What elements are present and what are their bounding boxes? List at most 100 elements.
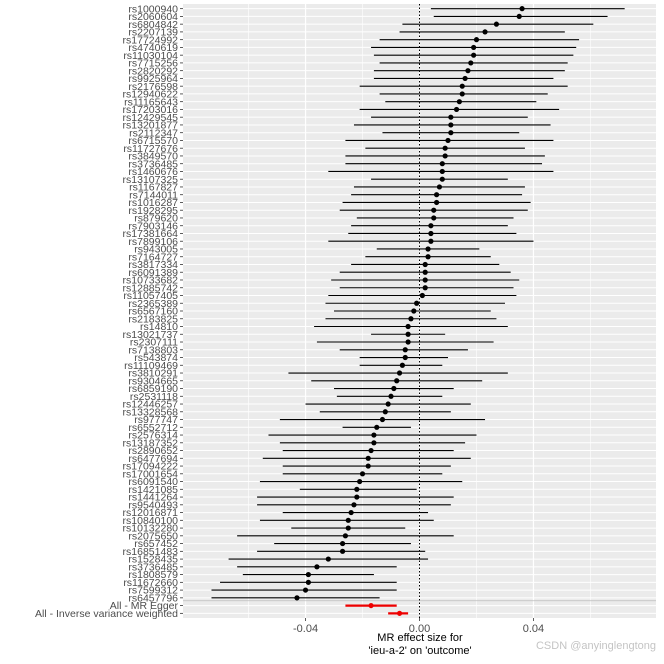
- effect-point-69: [339, 540, 346, 547]
- effect-point-66: [345, 517, 351, 523]
- effect-point-72: [314, 564, 320, 570]
- effect-point-11: [459, 91, 465, 97]
- y-tick-label-70: rs16851483: [123, 546, 179, 558]
- y-tick-label-66: rs10840100: [123, 515, 179, 527]
- effect-point-49: [391, 385, 397, 392]
- y-tick-label-1: rs2060604: [128, 11, 178, 23]
- y-tick-label-16: rs2112347: [129, 127, 178, 139]
- effect-point-2: [493, 21, 500, 27]
- effect-point-18: [442, 145, 448, 151]
- effect-point-24: [433, 192, 440, 198]
- y-tick-label-40: rs2183825: [128, 313, 178, 325]
- y-tick-label-29: rs17381664: [123, 228, 179, 240]
- y-tick-label-76: rs6457796: [128, 592, 178, 604]
- x-tick-label-2: 0.04: [523, 623, 544, 635]
- effect-point-76: [294, 595, 300, 601]
- effect-point-31: [425, 246, 431, 252]
- y-tick-label-57: rs2890652: [128, 445, 178, 457]
- effect-point-65: [348, 509, 354, 516]
- y-tick-label-38: rs2365389: [128, 298, 178, 310]
- y-tick-label-34: rs6091389: [128, 267, 178, 279]
- effect-point-13: [453, 106, 460, 113]
- effect-point-20: [439, 161, 445, 167]
- y-tick-label-68: rs2075650: [128, 530, 178, 542]
- effect-point-52: [382, 409, 388, 415]
- y-tick-label-30: rs7899106: [128, 236, 178, 248]
- reference-line: [183, 4, 656, 618]
- y-tick-label-23: rs1167827: [129, 182, 178, 194]
- effect-point-22: [439, 176, 445, 182]
- y-tick-label-31: rs943005: [134, 244, 178, 256]
- y-tick-label-12: rs11165643: [124, 96, 178, 108]
- y-tick-label-55: rs2576314: [128, 430, 178, 442]
- y-tick-label-5: rs4740619: [128, 42, 178, 54]
- y-tick-label-2: rs6804842: [128, 19, 178, 31]
- y-tick-label-44: rs7138803: [128, 344, 178, 356]
- effect-point-15: [448, 122, 454, 128]
- y-tick-label-14: rs12429545: [123, 112, 179, 124]
- effect-point-5: [471, 44, 477, 51]
- effect-point-23: [436, 184, 443, 190]
- y-tick-label-4: rs17724992: [123, 34, 179, 46]
- effect-point-10: [459, 83, 465, 89]
- y-tick-label-49: rs6859190: [128, 383, 178, 395]
- effect-point-67: [345, 525, 351, 531]
- y-tick-label-6: rs11030104: [123, 50, 178, 62]
- effect-point-19: [442, 153, 448, 159]
- effect-point-77: [368, 602, 374, 609]
- y-tick-label-36: rs12885742: [123, 282, 179, 294]
- y-tick-label-25: rs1016287: [128, 197, 178, 209]
- effect-point-74: [305, 579, 311, 585]
- effect-point-38: [414, 300, 420, 306]
- effect-point-12: [456, 99, 462, 105]
- effect-point-17: [445, 137, 451, 144]
- y-tick-label-45: rs543874: [134, 352, 178, 364]
- effect-point-32: [425, 254, 431, 260]
- effect-point-9: [462, 75, 468, 82]
- y-tick-label-41: rs14810: [140, 321, 178, 333]
- effect-point-55: [371, 432, 377, 438]
- effect-point-14: [448, 114, 454, 120]
- y-tick-label-0: rs1000940: [128, 3, 178, 15]
- y-tick-label-46: rs11109469: [124, 360, 178, 372]
- effect-point-4: [473, 37, 480, 43]
- effect-point-50: [388, 393, 394, 399]
- effect-point-40: [408, 316, 414, 322]
- y-tick-label-17: rs6715570: [128, 135, 178, 147]
- y-tick-label-28: rs7903146: [128, 220, 178, 232]
- effect-point-43: [405, 339, 411, 345]
- effect-point-57: [368, 447, 374, 454]
- y-tick-label-47: rs3810291: [128, 368, 178, 380]
- effect-point-56: [371, 440, 377, 446]
- y-tick-label-51: rs12446257: [123, 399, 179, 411]
- y-tick-label-24: rs7144011: [129, 189, 178, 201]
- effect-point-8: [465, 68, 471, 74]
- effect-point-29: [428, 230, 434, 237]
- x-tick-label-0: -0.04: [293, 623, 318, 635]
- effect-point-35: [422, 277, 428, 283]
- y-tick-label-39: rs6567160: [128, 306, 178, 318]
- effect-point-51: [385, 401, 391, 407]
- effect-point-6: [471, 52, 477, 58]
- y-tick-label-67: rs10132280: [123, 523, 179, 535]
- y-tick-label-26: rs1928295: [128, 205, 178, 217]
- effect-point-48: [394, 378, 400, 384]
- y-tick-label-52: rs13328568: [123, 406, 179, 418]
- effect-point-78: [396, 610, 403, 616]
- effect-point-39: [411, 308, 417, 314]
- effect-point-1: [516, 13, 522, 20]
- effect-point-59: [365, 463, 371, 469]
- y-tick-label-53: rs977747: [134, 414, 178, 426]
- effect-point-34: [422, 269, 428, 275]
- y-tick-label-71: rs1528435: [128, 554, 178, 566]
- watermark: CSDN @anyinglengtong: [535, 640, 656, 652]
- y-tick-label-73: rs1808579: [128, 569, 178, 581]
- y-tick-label-69: rs657452: [134, 538, 178, 550]
- effect-point-61: [357, 478, 363, 485]
- effect-point-46: [399, 362, 406, 368]
- effect-point-62: [354, 486, 360, 492]
- effect-point-75: [302, 587, 309, 593]
- effect-point-45: [402, 354, 408, 361]
- y-tick-label-19: rs3849570: [128, 151, 178, 163]
